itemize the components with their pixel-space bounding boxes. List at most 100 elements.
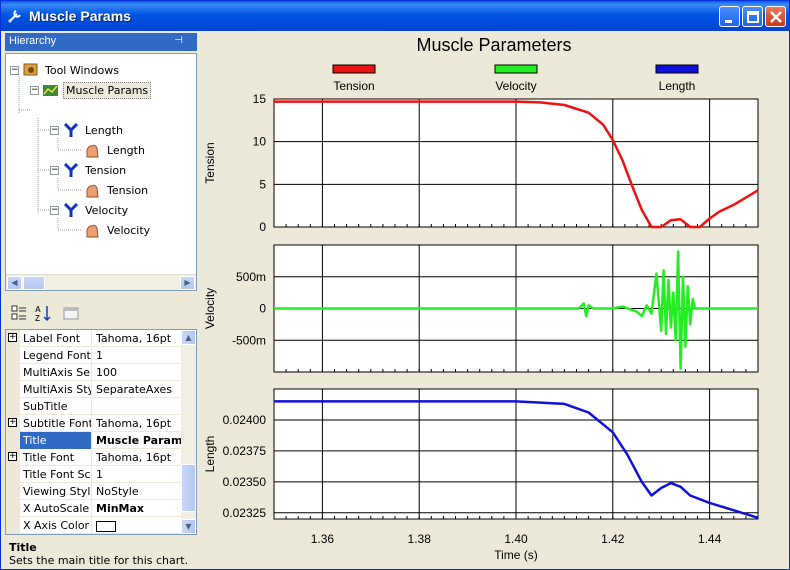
collapse-icon[interactable]: − [50, 124, 59, 135]
property-row[interactable]: X AutoScale MinMax [6, 500, 182, 517]
property-name: Title Font [20, 449, 92, 466]
categorized-icon[interactable] [9, 303, 29, 323]
tree-node-velocity-axis[interactable]: − Velocity [50, 201, 130, 219]
property-row-gutter: + [6, 449, 20, 466]
property-value[interactable]: MinMax [96, 502, 145, 515]
property-row[interactable]: Legend Font 1 [6, 347, 182, 364]
property-value[interactable]: Tahoma, 16pt [96, 332, 172, 345]
close-button[interactable] [765, 6, 786, 27]
x-axis-label: Time (s) [494, 548, 538, 562]
chart-canvas[interactable]: Tension Velocity Length 0 5 10 15 Tension -500m 0… [200, 31, 788, 567]
property-name: Title Font Sca [20, 466, 92, 483]
property-row[interactable]: X Axis Color [6, 517, 182, 534]
minimize-button[interactable] [719, 6, 740, 27]
title-bar[interactable]: Muscle Params [1, 1, 789, 31]
property-row[interactable]: MultiAxis Sep 100 [6, 364, 182, 381]
property-name: SubTitle [20, 398, 92, 415]
expand-icon[interactable]: + [8, 417, 17, 427]
property-pages-icon[interactable] [61, 303, 81, 323]
chart-area: Muscle Parameters Tension Velocity Length 0… [200, 31, 788, 567]
property-value[interactable]: Tahoma, 16pt [96, 417, 172, 430]
property-value[interactable]: NoStyle [96, 485, 139, 498]
y-tick-label: 5 [259, 177, 266, 191]
tree-node-tool-windows[interactable]: − Tool Windows [10, 61, 121, 79]
property-vertical-scrollbar[interactable]: ▲ ▼ [181, 330, 196, 534]
description-title: Title [9, 541, 37, 554]
pin-icon[interactable]: ⊣ [174, 35, 183, 46]
series-icon [86, 144, 99, 158]
legend-label: Length [659, 79, 696, 93]
scroll-thumb[interactable] [181, 464, 196, 512]
scroll-up-icon[interactable]: ▲ [181, 330, 196, 345]
property-row[interactable]: + Title Font Tahoma, 16pt [6, 449, 182, 466]
tree-node-label: Length [107, 143, 145, 157]
y-tick-label: 0.02400 [223, 413, 267, 427]
hierarchy-title: Hierarchy [9, 35, 57, 47]
alphabetical-icon[interactable]: A Z [33, 303, 53, 323]
x-tick-label: 1.44 [698, 532, 722, 546]
legend-swatch [655, 64, 699, 74]
expand-icon[interactable]: + [8, 332, 17, 342]
y-axis-label: Velocity [203, 288, 217, 329]
property-row-gutter [6, 517, 20, 534]
property-description: Title Sets the main title for this chart… [5, 539, 197, 567]
property-row[interactable]: Title Font Sca 1 [6, 466, 182, 483]
property-name: Label Font [20, 330, 92, 347]
property-name: MultiAxis Sep [20, 364, 92, 381]
property-value[interactable] [93, 398, 182, 415]
tree-node-tension-axis[interactable]: − Tension [50, 161, 128, 179]
tree-horizontal-scrollbar[interactable]: ◀ ▶ [6, 274, 196, 290]
tree-node-muscle-params[interactable]: − Muscle Params [30, 81, 152, 99]
property-value[interactable]: Muscle Param [96, 434, 182, 447]
expand-icon[interactable]: + [8, 451, 17, 461]
property-row[interactable]: Title Muscle Param [6, 432, 182, 449]
scroll-thumb[interactable] [23, 276, 45, 290]
y-tick-label: 500m [236, 270, 266, 284]
series-line-length [274, 400, 759, 519]
tree-node-length-series[interactable]: Length [84, 141, 147, 159]
collapse-icon[interactable]: − [10, 64, 19, 75]
left-pane: Hierarchy ⊣ − Tool Wi [5, 33, 197, 567]
axis-y-icon [63, 122, 79, 137]
tree-node-length-axis[interactable]: − Length [50, 121, 125, 139]
scroll-right-icon[interactable]: ▶ [180, 276, 195, 290]
pane-splitter[interactable] [5, 293, 197, 298]
wrench-icon [7, 10, 21, 24]
property-row[interactable]: MultiAxis Sty SeparateAxes [6, 381, 182, 398]
property-value[interactable]: 100 [96, 366, 117, 379]
tree-node-velocity-series[interactable]: Velocity [84, 221, 152, 239]
property-value[interactable]: 1 [96, 349, 103, 362]
property-value[interactable] [93, 517, 182, 534]
chart-icon [43, 85, 58, 96]
collapse-icon[interactable]: − [50, 164, 59, 175]
y-tick-label: 0.02350 [223, 475, 267, 489]
description-text: Sets the main title for this chart. [9, 554, 189, 567]
minimize-icon [725, 20, 732, 23]
tree-node-label: Muscle Params [63, 81, 152, 99]
property-value[interactable]: 1 [96, 468, 103, 481]
tree-node-label: Tension [107, 183, 149, 197]
property-row[interactable]: + Subtitle Font Tahoma, 16pt [6, 415, 182, 432]
scroll-left-icon[interactable]: ◀ [7, 276, 22, 290]
collapse-icon[interactable]: − [30, 84, 39, 95]
property-value[interactable]: SeparateAxes [96, 383, 173, 396]
maximize-button[interactable] [742, 6, 763, 27]
x-tick-label: 1.38 [408, 532, 432, 546]
tree-node-tension-series[interactable]: Tension [84, 181, 150, 199]
collapse-icon[interactable]: − [50, 204, 59, 215]
property-row[interactable]: + Label Font Tahoma, 16pt [6, 330, 182, 347]
property-grid: + Label Font Tahoma, 16pt Legend Font 1 Multi… [5, 329, 197, 535]
property-value[interactable]: Tahoma, 16pt [96, 451, 172, 464]
svg-text:Z: Z [35, 314, 40, 323]
property-row-gutter [6, 364, 20, 381]
property-row[interactable]: Viewing Style NoStyle [6, 483, 182, 500]
y-tick-label: 10 [253, 135, 267, 149]
property-row[interactable]: SubTitle [6, 398, 182, 415]
tree-node-label: Velocity [107, 223, 151, 237]
property-row-gutter [6, 483, 20, 500]
property-name: X Axis Color [20, 517, 92, 534]
property-row-gutter: + [6, 415, 20, 432]
scroll-down-icon[interactable]: ▼ [181, 519, 196, 534]
y-tick-label: 0.02325 [223, 506, 267, 520]
window-title: Muscle Params [29, 8, 131, 24]
